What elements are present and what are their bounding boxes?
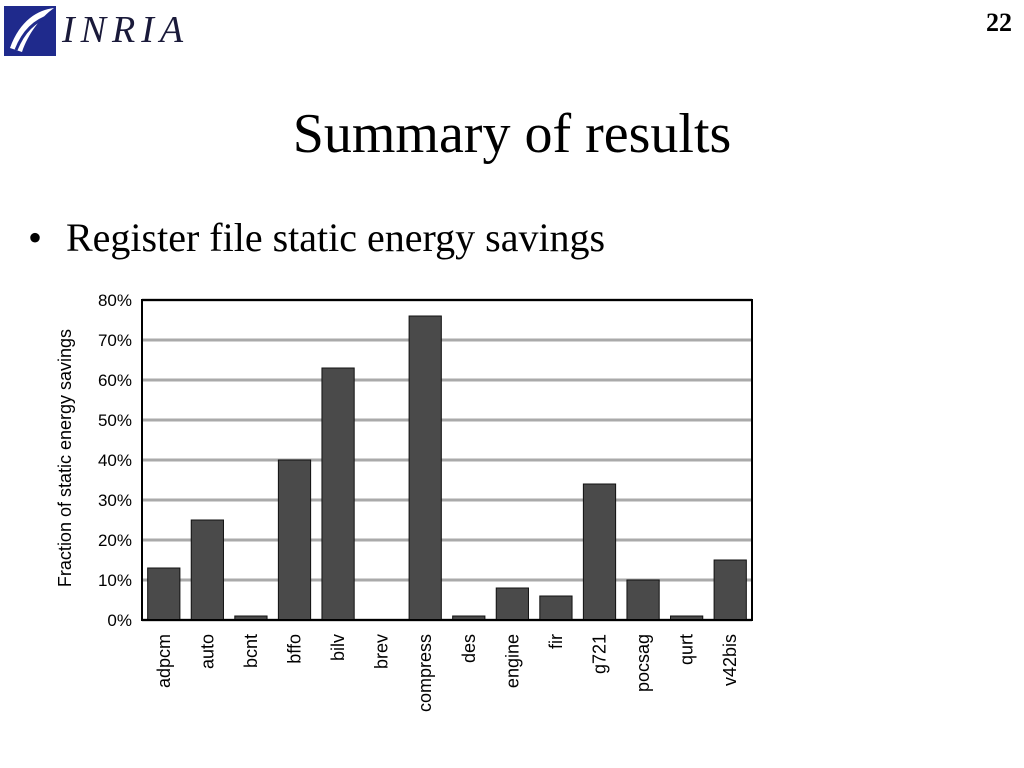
bar-compress: [408, 315, 442, 621]
y-tick-label: 50%: [98, 411, 132, 430]
bar-bffo: [277, 459, 312, 621]
x-tick-label: fir: [546, 634, 566, 649]
y-tick-label: 0%: [107, 611, 132, 630]
y-tick-labels: 0% 10% 20% 30% 40% 50% 60% 70% 80%: [98, 291, 132, 630]
x-tick-labels: adpcm auto bcnt bffo bilv brev compress des engi…: [154, 634, 740, 712]
slide-number: 22: [986, 8, 1012, 37]
x-tick-label: auto: [197, 634, 217, 669]
y-tick-label: 70%: [98, 331, 132, 350]
grid-lines: [142, 298, 752, 622]
y-axis-label: Fraction of static energy savings: [55, 329, 75, 587]
plot-frame: [141, 299, 753, 621]
bar-engine: [495, 587, 529, 621]
y-tick-label: 20%: [98, 531, 132, 550]
x-tick-label: des: [459, 634, 479, 663]
x-tick-label: engine: [502, 634, 522, 688]
x-tick-label: v42bis: [720, 634, 740, 686]
y-tick-label: 40%: [98, 451, 132, 470]
x-tick-label: bilv: [328, 634, 348, 661]
bar-v42bis: [713, 559, 747, 621]
bar-adpcm: [147, 567, 181, 621]
logo-text: INRIA: [62, 9, 190, 51]
y-tick-label: 80%: [98, 291, 132, 310]
y-tick-label: 60%: [98, 371, 132, 390]
x-tick-label: compress: [415, 634, 435, 712]
x-tick-label: pocsag: [633, 634, 653, 692]
x-tick-label: qurt: [677, 634, 697, 665]
x-tick-label: bcnt: [241, 634, 261, 668]
slide-title: Summary of results: [292, 103, 732, 165]
bullet-dot-icon: •: [28, 215, 43, 260]
x-tick-label: adpcm: [154, 634, 174, 688]
x-tick-label: g721: [590, 634, 610, 674]
inria-logo: INRIA: [0, 0, 230, 60]
bar-pocsag: [626, 579, 660, 621]
bullet-text: Register file static energy savings: [66, 215, 606, 260]
bar-fir: [539, 595, 573, 621]
bar-auto: [190, 519, 224, 621]
inria-logo-icon: [4, 6, 56, 56]
bars: [147, 315, 747, 621]
y-tick-label: 10%: [98, 571, 132, 590]
y-tick-label: 30%: [98, 491, 132, 510]
bullet-item: • Register file static energy savings: [28, 214, 605, 262]
bar-g721: [582, 483, 617, 621]
x-tick-label: bffo: [285, 634, 305, 664]
bar-bilv: [321, 367, 355, 621]
x-tick-label: brev: [372, 634, 392, 669]
